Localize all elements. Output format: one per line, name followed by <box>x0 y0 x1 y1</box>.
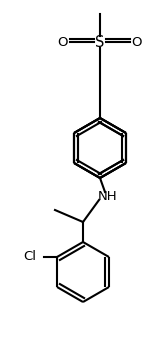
Text: S: S <box>95 34 105 49</box>
Text: Cl: Cl <box>24 250 37 264</box>
Text: NH: NH <box>98 189 118 203</box>
Text: O: O <box>132 36 142 49</box>
Text: O: O <box>58 36 68 49</box>
